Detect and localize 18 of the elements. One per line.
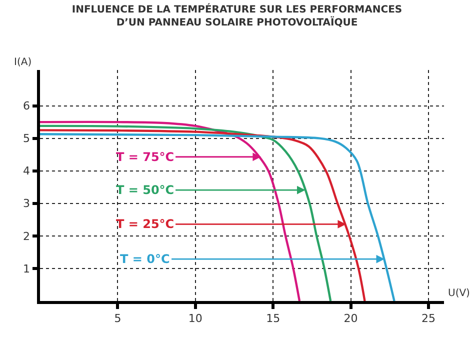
y-tick-label: 2 <box>23 230 30 243</box>
y-tick-label: 4 <box>23 164 30 178</box>
annotation: T = 25°C <box>116 217 174 231</box>
annotation: T = 75°C <box>116 150 174 164</box>
y-tick-label: 5 <box>23 132 30 146</box>
x-tick-label: 15 <box>266 312 280 325</box>
y-tick-label: 6 <box>23 100 30 113</box>
x-tick-label: 20 <box>344 312 358 325</box>
annotation: T = 50°C <box>116 183 174 197</box>
annotation: T = 0°C <box>120 252 170 266</box>
y-axis-title: I(A) <box>14 57 32 68</box>
x-axis-title: U(V) <box>448 288 470 299</box>
x-tick-label: 25 <box>421 312 436 325</box>
chart-title: INFLUENCE DE LA TEMPÉRATURE SUR LES PERFORMANCES D’UN PANNEAU SOLAIRE PHOTOVOLTAÏQUE <box>72 2 402 29</box>
x-tick-label: 5 <box>114 312 122 325</box>
x-tick-label: 10 <box>188 312 202 325</box>
y-tick-label: 3 <box>23 197 30 210</box>
y-tick-label: 1 <box>23 262 30 276</box>
